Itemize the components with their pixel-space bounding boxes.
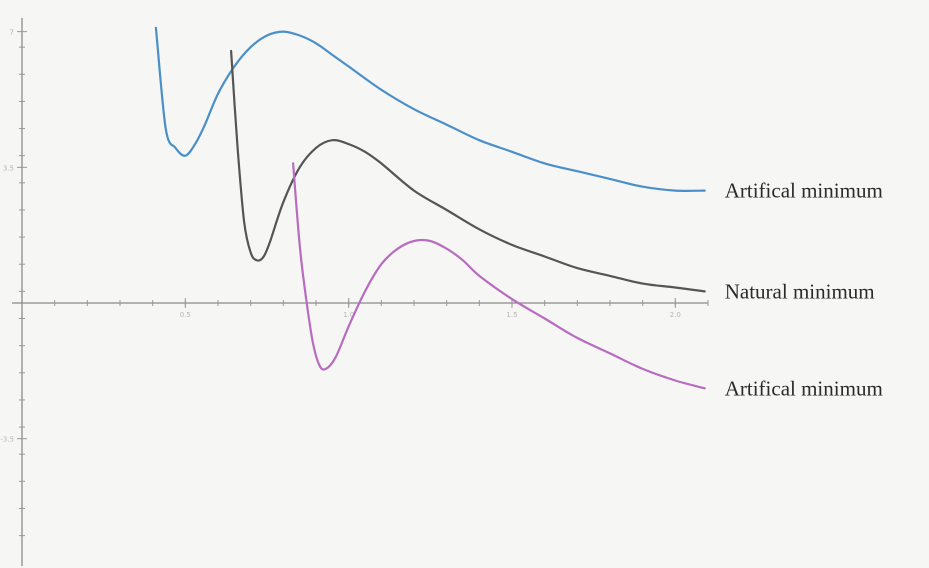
series-curves — [154, 26, 706, 390]
x-tick-label: 1.5 — [506, 311, 517, 319]
y-tick-label: 7 — [10, 29, 14, 37]
series-labels: Artifical minimum Natural minimum Artifica… — [725, 179, 883, 401]
axes — [12, 18, 708, 566]
series-label-1: Artifical minimum — [725, 179, 883, 203]
x-tick-label: 1.0 — [343, 311, 354, 319]
series-label-3: Artifical minimum — [725, 376, 883, 400]
y-tick-label: -3.5 — [0, 436, 14, 444]
series-label-2: Natural minimum — [725, 279, 875, 303]
series-line-2 — [230, 49, 706, 293]
x-tick-label: 2.0 — [670, 311, 681, 319]
axis-ticks: 0.5 1.0 1.5 2.0 7 3.5 -3.5 — [0, 29, 709, 537]
y-tick-label: 3.5 — [3, 164, 14, 172]
x-tick-label: 0.5 — [180, 311, 191, 319]
series-line-3 — [292, 162, 706, 390]
series-line-1 — [154, 26, 706, 192]
